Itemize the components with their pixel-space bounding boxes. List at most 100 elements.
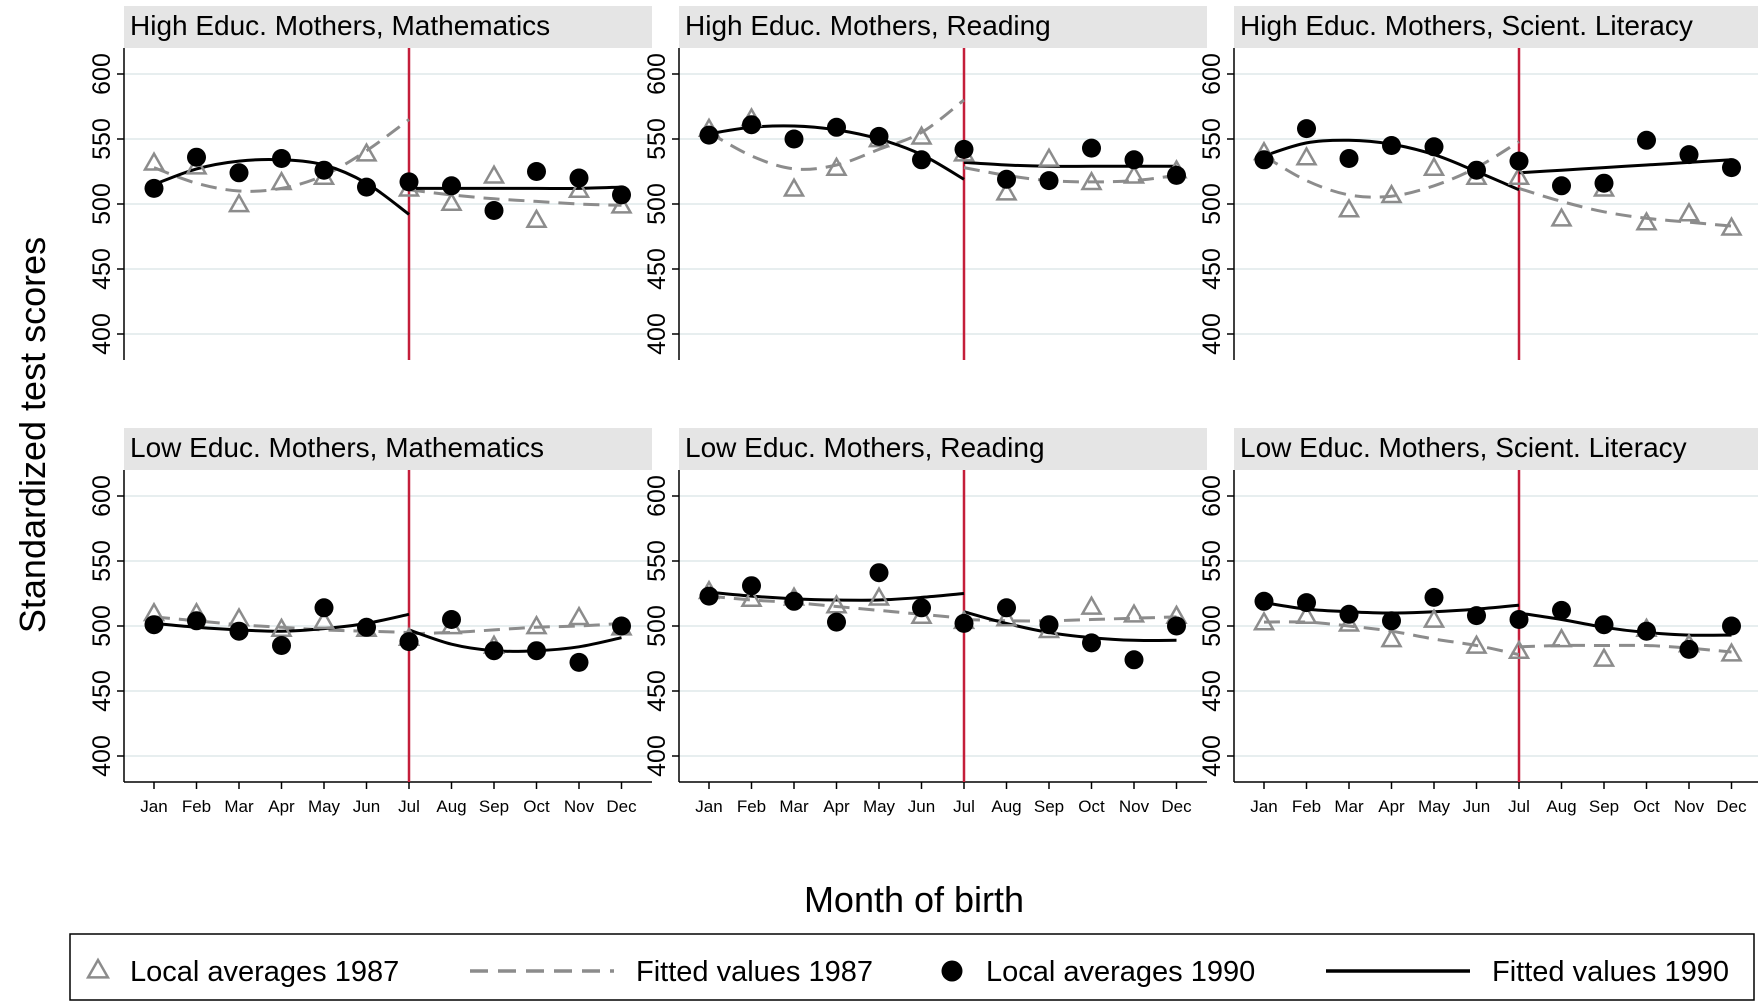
- y-tick-label: 450: [1198, 248, 1226, 290]
- marker-1987: [1122, 164, 1146, 184]
- x-tick-label: May: [863, 797, 896, 816]
- marker-1990: [1637, 130, 1656, 150]
- marker-1990: [869, 563, 889, 583]
- marker-1987: [740, 587, 763, 608]
- legend-triangle-icon: [85, 957, 111, 979]
- marker-1987: [1337, 197, 1361, 218]
- marker-1990: [1254, 591, 1274, 611]
- fitted-1987-post: [1518, 186, 1732, 228]
- marker-1987: [1295, 604, 1318, 624]
- y-tick-label: 550: [88, 540, 116, 582]
- marker-1990: [527, 641, 546, 661]
- marker-1987: [1380, 183, 1403, 204]
- x-tick-label: Nov: [564, 797, 595, 816]
- y-tick-label: 500: [88, 605, 116, 647]
- marker-1990: [484, 201, 504, 220]
- x-tick-label: Jul: [398, 797, 420, 816]
- x-tick-label: Aug: [991, 797, 1021, 816]
- marker-1990: [954, 613, 974, 633]
- y-tick-label: 400: [1198, 313, 1226, 355]
- y-tick-label: 600: [643, 53, 671, 95]
- x-tick-label: Sep: [479, 797, 509, 816]
- marker-1987: [312, 609, 336, 630]
- marker-1987: [227, 192, 251, 213]
- y-tick-label: 550: [1198, 118, 1226, 160]
- y-tick-label: 600: [643, 475, 671, 517]
- marker-1987: [1507, 639, 1531, 660]
- marker-1987: [270, 617, 293, 637]
- marker-1987: [825, 156, 848, 176]
- legend-dot-icon: [941, 960, 963, 982]
- marker-1990: [784, 591, 804, 611]
- legend-label: Local averages 1990: [986, 956, 1255, 988]
- marker-1990: [912, 598, 931, 618]
- x-tick-label: Jan: [695, 797, 722, 816]
- y-tick-label: 400: [1198, 735, 1226, 777]
- marker-1990: [399, 632, 419, 652]
- marker-1987: [1550, 627, 1573, 648]
- marker-1990: [1124, 150, 1144, 170]
- y-tick-label: 550: [643, 118, 671, 160]
- marker-1990: [1254, 150, 1274, 170]
- marker-1987: [1080, 595, 1103, 615]
- marker-1990: [784, 129, 804, 149]
- y-tick-label: 450: [88, 670, 116, 712]
- marker-1987: [1422, 156, 1446, 176]
- x-tick-label: Feb: [737, 797, 766, 816]
- panel-title: High Educ. Mothers, Scient. Literacy: [1240, 10, 1693, 41]
- marker-1990: [272, 149, 291, 168]
- legend-label: Local averages 1987: [130, 956, 399, 988]
- marker-1987: [995, 181, 1018, 201]
- x-axis-title: Month of birth: [804, 879, 1024, 920]
- x-tick-label: Jun: [1463, 797, 1490, 816]
- marker-1990: [1382, 136, 1401, 155]
- marker-1990: [1679, 639, 1699, 659]
- x-tick-label: Oct: [523, 797, 550, 816]
- fitted-1990-pre: [708, 590, 965, 602]
- marker-1990: [314, 598, 334, 618]
- marker-1987: [355, 142, 378, 162]
- x-tick-label: Jan: [1250, 797, 1277, 816]
- x-tick-label: Dec: [1716, 797, 1747, 816]
- marker-1990: [827, 612, 846, 632]
- marker-1987: [910, 125, 933, 145]
- y-tick-label: 500: [643, 605, 671, 647]
- x-tick-label: Nov: [1119, 797, 1150, 816]
- marker-1990: [1124, 650, 1144, 670]
- panel-5: Low Educ. Mothers, Reading 400 450 500 550 60…: [643, 428, 1207, 816]
- marker-1987: [1550, 207, 1573, 227]
- marker-1990: [1382, 611, 1401, 631]
- fitted-1990-post: [408, 628, 622, 653]
- x-tick-label: Mar: [1334, 797, 1364, 816]
- y-tick-label: 400: [643, 735, 671, 777]
- y-tick-label: 550: [643, 540, 671, 582]
- marker-1990: [1082, 138, 1101, 158]
- x-tick-label: Jul: [1508, 797, 1530, 816]
- x-tick-label: Feb: [182, 797, 211, 816]
- marker-1990: [997, 598, 1016, 618]
- legend-item-2: Fitted values 1987: [470, 956, 873, 988]
- panel-6: Low Educ. Mothers, Scient. Literacy 400 45…: [1198, 428, 1758, 816]
- marker-1990: [357, 617, 376, 637]
- y-tick-label: 500: [643, 183, 671, 225]
- marker-1990: [569, 168, 589, 188]
- y-tick-label: 500: [88, 183, 116, 225]
- y-tick-label: 450: [643, 248, 671, 290]
- x-tick-label: Mar: [224, 797, 254, 816]
- legend-item-3: Local averages 1990: [941, 956, 1255, 988]
- marker-1990: [912, 150, 931, 170]
- y-tick-label: 500: [1198, 605, 1226, 647]
- marker-1990: [827, 117, 846, 137]
- marker-1987: [1380, 627, 1403, 648]
- y-axis-title: Standardized test scores: [12, 237, 53, 633]
- marker-1990: [954, 139, 974, 159]
- marker-1987: [525, 208, 548, 228]
- panels: High Educ. Mothers, Mathematics 400 450 500…: [88, 6, 1758, 816]
- marker-1987: [1295, 145, 1318, 166]
- marker-1990: [314, 160, 334, 180]
- marker-1990: [1297, 593, 1316, 613]
- marker-1990: [187, 611, 206, 631]
- y-tick-label: 550: [88, 118, 116, 160]
- y-tick-label: 600: [88, 475, 116, 517]
- x-tick-label: Jan: [140, 797, 167, 816]
